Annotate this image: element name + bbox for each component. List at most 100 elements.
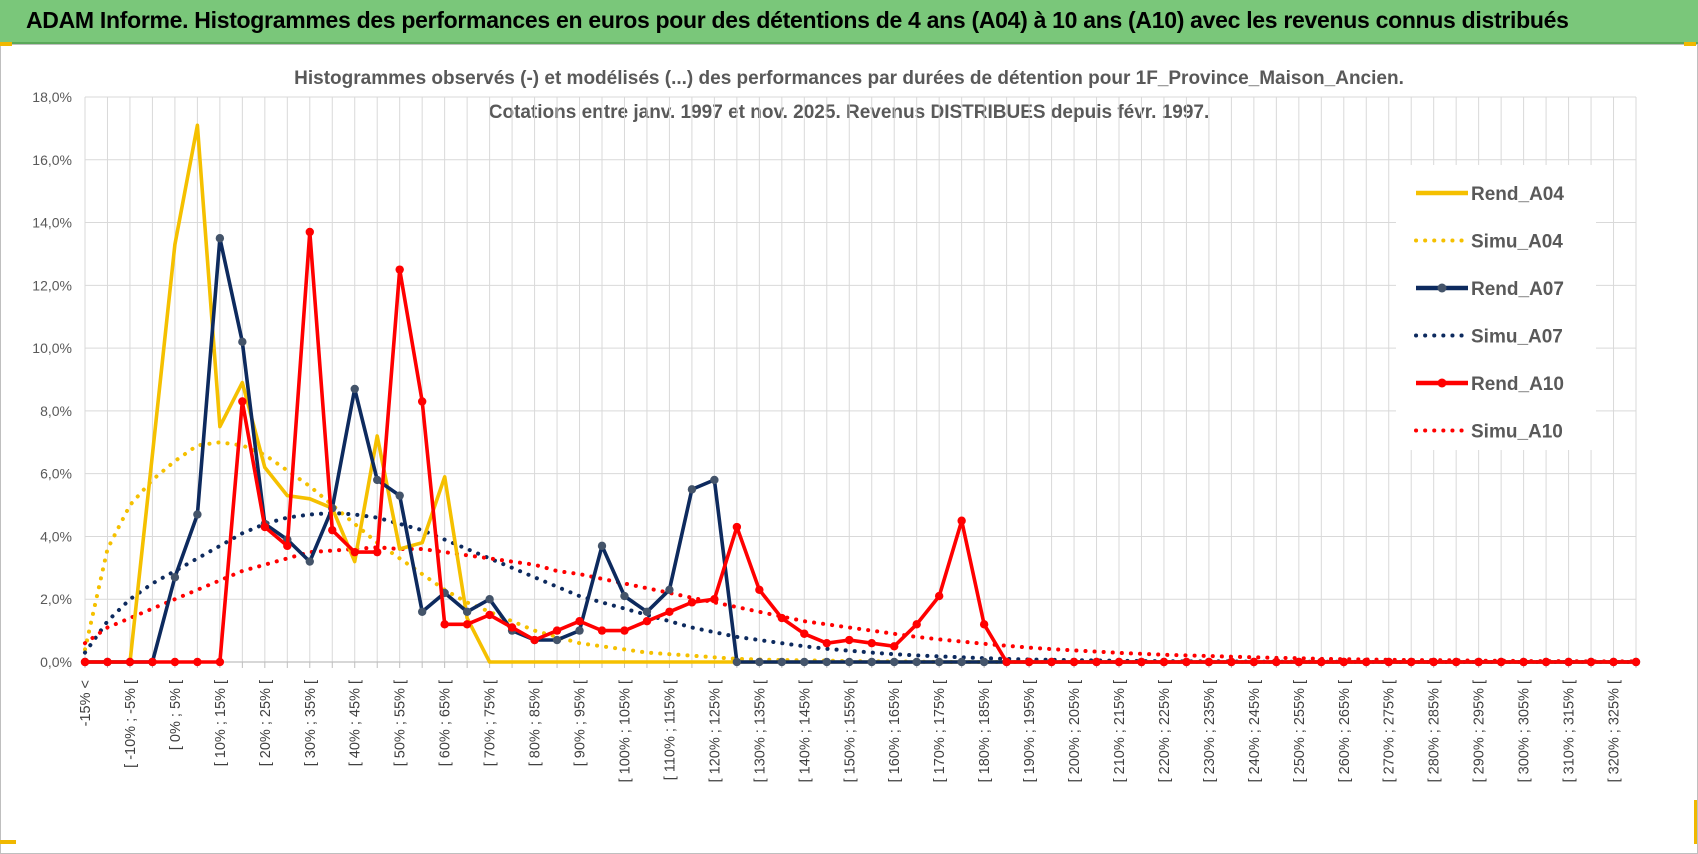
data-point-rend_a10 bbox=[1249, 657, 1259, 667]
data-point-rend_a10 bbox=[800, 629, 809, 638]
data-point-rend_a10 bbox=[1339, 657, 1348, 667]
data-point-rend_a10 bbox=[1204, 657, 1214, 667]
x-tick-label: -15% < bbox=[78, 680, 94, 726]
legend-label-simu_a10: Simu_A10 bbox=[1471, 422, 1563, 443]
x-tick-label: [ 130% ; 135% [ bbox=[752, 680, 768, 782]
data-point-rend_a07 bbox=[890, 657, 899, 667]
y-tick-label: 0,0% bbox=[40, 654, 72, 670]
legend-label-rend_a07: Rend_A07 bbox=[1471, 279, 1564, 300]
data-point-rend_a07 bbox=[552, 635, 562, 645]
data-point-rend_a07 bbox=[800, 657, 809, 667]
chart-title: Histogrammes observés (-) et modélisés (… bbox=[294, 68, 1404, 89]
corner-mark-bottom-right bbox=[1694, 800, 1697, 844]
x-tick-label: [ 300% ; 305% [ bbox=[1517, 680, 1533, 782]
data-point-rend_a10 bbox=[1519, 657, 1528, 667]
data-point-rend_a07 bbox=[238, 337, 247, 347]
y-tick-label: 14,0% bbox=[32, 215, 72, 231]
corner-mark-left bbox=[0, 42, 12, 46]
corner-mark-right bbox=[1684, 42, 1696, 46]
legend-label-rend_a04: Rend_A04 bbox=[1471, 184, 1564, 205]
data-point-rend_a10 bbox=[1451, 657, 1461, 667]
x-tick-label: [ 110% ; 115% [ bbox=[662, 680, 678, 780]
data-point-rend_a10 bbox=[867, 638, 876, 648]
x-tick-label: [ 100% ; 105% [ bbox=[617, 680, 633, 782]
data-point-rend_a07 bbox=[665, 585, 674, 595]
data-point-rend_a10 bbox=[395, 265, 404, 274]
y-tick-label: 18,0% bbox=[32, 89, 72, 105]
x-tick-label: [ 190% ; 195% [ bbox=[1022, 680, 1038, 782]
x-tick-label: [ 50% ; 55% [ bbox=[393, 680, 409, 766]
data-point-rend_a10 bbox=[1407, 657, 1416, 667]
y-tick-label: 10,0% bbox=[32, 340, 72, 356]
data-point-rend_a10 bbox=[1182, 657, 1191, 667]
data-point-rend_a07 bbox=[710, 475, 719, 485]
legend: Rend_A04 Simu_A04 Rend_A07 Simu_A07 Rend_A10… bbox=[1396, 165, 1596, 450]
x-tick-label: [ 290% ; 295% [ bbox=[1472, 680, 1488, 782]
data-point-rend_a07 bbox=[687, 485, 697, 494]
data-point-rend_a07 bbox=[912, 657, 921, 667]
legend-label-simu_a04: Simu_A04 bbox=[1471, 232, 1563, 253]
data-point-rend_a07 bbox=[193, 510, 202, 519]
data-point-rend_a10 bbox=[193, 657, 202, 667]
data-point-rend_a07 bbox=[732, 657, 742, 667]
data-point-rend_a10 bbox=[710, 595, 719, 604]
data-point-rend_a10 bbox=[597, 626, 607, 635]
data-point-rend_a07 bbox=[395, 491, 404, 500]
data-point-rend_a10 bbox=[979, 620, 989, 629]
data-point-rend_a07 bbox=[867, 657, 876, 667]
legend-label-rend_a10: Rend_A10 bbox=[1471, 374, 1564, 395]
x-tick-label: [ 240% ; 245% [ bbox=[1247, 680, 1263, 782]
data-point-rend_a07 bbox=[485, 595, 494, 604]
data-point-rend_a07 bbox=[957, 657, 966, 667]
x-tick-label: [ 210% ; 215% [ bbox=[1112, 680, 1128, 782]
series-line-simu_a10 bbox=[83, 545, 1638, 664]
data-point-rend_a10 bbox=[575, 616, 584, 626]
y-tick-label: 8,0% bbox=[40, 403, 72, 419]
data-point-rend_a10 bbox=[1137, 657, 1146, 667]
data-point-rend_a10 bbox=[1609, 657, 1618, 667]
data-point-rend_a10 bbox=[1047, 657, 1056, 667]
series-group bbox=[80, 123, 1641, 667]
data-point-rend_a10 bbox=[957, 516, 966, 525]
x-tick-label: [ 230% ; 235% [ bbox=[1202, 680, 1218, 782]
legend-marker bbox=[1437, 283, 1447, 293]
data-point-rend_a10 bbox=[890, 642, 899, 651]
data-point-rend_a10 bbox=[620, 626, 629, 635]
x-tick-label: [ 150% ; 155% [ bbox=[842, 680, 858, 782]
data-point-rend_a10 bbox=[1496, 657, 1506, 667]
x-tick-label: [ 90% ; 95% [ bbox=[573, 680, 589, 766]
data-point-rend_a07 bbox=[934, 657, 944, 667]
data-point-rend_a07 bbox=[305, 557, 314, 566]
legend-label-simu_a07: Simu_A07 bbox=[1471, 327, 1563, 348]
data-point-rend_a07 bbox=[642, 607, 652, 616]
data-point-rend_a10 bbox=[328, 525, 337, 535]
x-tick-label: [ 280% ; 285% [ bbox=[1427, 680, 1443, 782]
data-point-rend_a10 bbox=[552, 626, 562, 635]
data-point-rend_a10 bbox=[1474, 657, 1483, 667]
x-tick-label: [ 140% ; 145% [ bbox=[797, 680, 813, 782]
x-tick-label: [ 30% ; 35% [ bbox=[303, 680, 319, 766]
data-point-rend_a10 bbox=[238, 397, 247, 406]
corner-mark-bottom-left bbox=[0, 840, 16, 844]
data-point-rend_a10 bbox=[687, 598, 697, 607]
x-tick-label: [ 320% ; 325% [ bbox=[1607, 680, 1623, 782]
x-tick-label: [ 0% ; 5% [ bbox=[168, 680, 184, 750]
data-point-rend_a07 bbox=[620, 591, 629, 601]
data-point-rend_a10 bbox=[350, 547, 359, 557]
legend-marker bbox=[1437, 378, 1447, 388]
x-tick-label: [ 80% ; 85% [ bbox=[528, 680, 544, 766]
data-point-rend_a07 bbox=[979, 657, 989, 667]
series-line-simu_a07 bbox=[83, 510, 1638, 664]
data-point-rend_a10 bbox=[665, 607, 674, 616]
data-point-rend_a10 bbox=[1317, 657, 1326, 667]
data-point-rend_a10 bbox=[845, 635, 854, 645]
data-point-rend_a10 bbox=[373, 547, 382, 557]
data-point-rend_a07 bbox=[845, 657, 854, 667]
data-point-rend_a07 bbox=[373, 475, 382, 485]
data-point-rend_a07 bbox=[575, 626, 584, 635]
data-point-rend_a10 bbox=[507, 623, 517, 632]
data-point-rend_a10 bbox=[440, 620, 449, 629]
x-tick-label: [ 310% ; 315% [ bbox=[1562, 680, 1578, 782]
y-tick-label: 2,0% bbox=[40, 591, 72, 607]
y-tick-label: 16,0% bbox=[32, 152, 72, 168]
